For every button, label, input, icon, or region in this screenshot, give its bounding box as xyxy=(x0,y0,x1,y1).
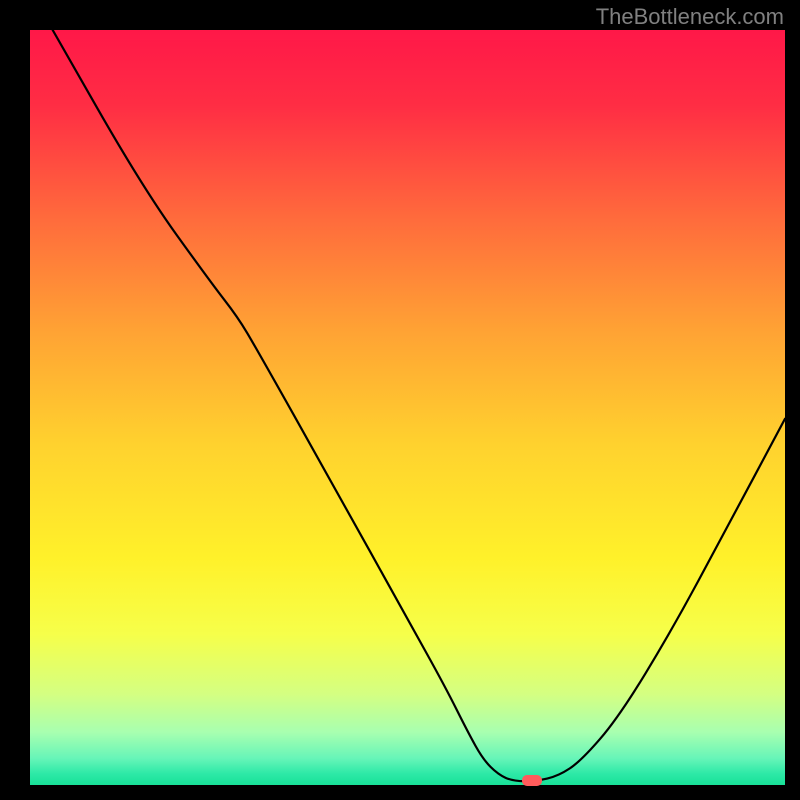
bottleneck-curve xyxy=(30,30,785,785)
watermark-text: TheBottleneck.com xyxy=(596,4,784,30)
plot-area xyxy=(30,30,785,785)
chart-stage: TheBottleneck.com xyxy=(0,0,800,800)
curve-path xyxy=(53,30,785,781)
minimum-marker xyxy=(522,775,542,786)
